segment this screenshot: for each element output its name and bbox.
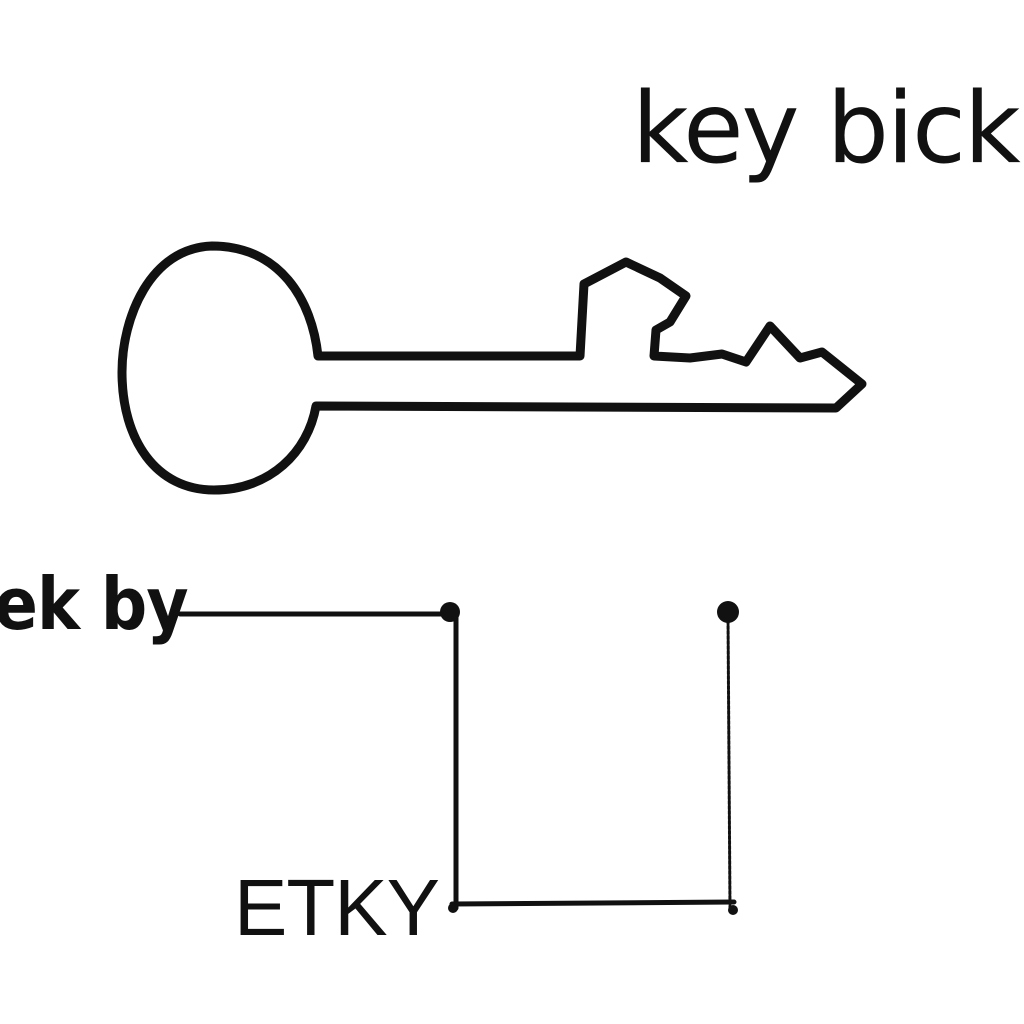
title-label: key bick — [632, 72, 1021, 186]
connector-line-right — [726, 614, 732, 910]
bottom-label: ETKY — [234, 863, 440, 952]
node-dot-bottom-right — [728, 905, 738, 915]
connector-line-bottom — [449, 899, 737, 907]
key-outline-icon — [117, 241, 867, 495]
node-dot-right — [717, 601, 739, 623]
node-dot-left — [440, 602, 460, 622]
side-label: ek by — [0, 562, 189, 646]
node-dot-bottom-left — [448, 903, 458, 913]
